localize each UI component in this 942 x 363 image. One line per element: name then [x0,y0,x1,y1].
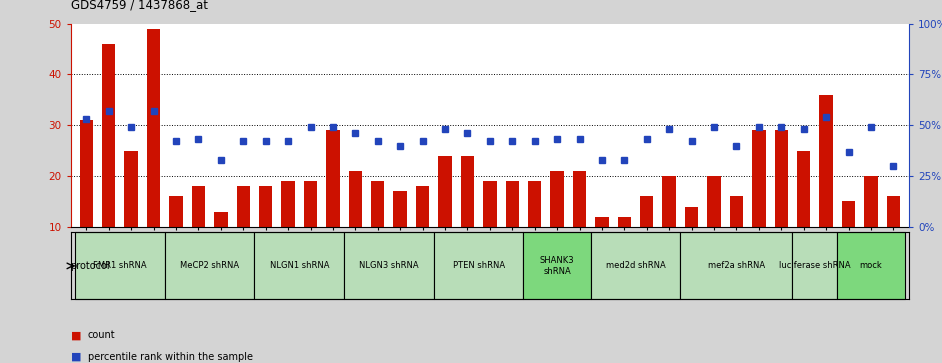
Bar [797,151,810,227]
Bar [837,232,904,299]
Bar [864,176,878,227]
Bar [434,232,524,299]
Text: ■: ■ [71,352,81,362]
Bar [344,232,434,299]
Bar [349,171,362,227]
Bar [326,130,340,227]
Bar [524,232,591,299]
Bar [774,130,788,227]
Text: PTEN shRNA: PTEN shRNA [452,261,505,270]
Text: MeCP2 shRNA: MeCP2 shRNA [180,261,239,270]
Text: mock: mock [859,261,883,270]
Bar [80,120,93,227]
Bar [438,156,452,227]
Bar [192,186,205,227]
Bar [254,232,344,299]
Bar [680,232,792,299]
Bar [415,186,430,227]
Text: count: count [88,330,115,340]
Bar [528,181,542,227]
Text: protocol: protocol [71,261,110,271]
Bar [236,186,250,227]
Bar [662,176,676,227]
Bar [371,181,384,227]
Bar [591,232,680,299]
Text: GDS4759 / 1437868_at: GDS4759 / 1437868_at [71,0,207,11]
Bar [595,217,609,227]
Bar [394,191,407,227]
Bar [461,156,474,227]
Bar [730,196,743,227]
Text: mef2a shRNA: mef2a shRNA [707,261,765,270]
Bar [792,232,837,299]
Bar [820,95,833,227]
Bar [282,181,295,227]
Text: FMR1 shRNA: FMR1 shRNA [93,261,147,270]
Bar [618,217,631,227]
Bar [75,232,165,299]
Bar [752,130,766,227]
Text: NLGN3 shRNA: NLGN3 shRNA [359,261,419,270]
Bar [640,196,654,227]
Bar [842,201,855,227]
Bar [124,151,138,227]
Text: SHANK3
shRNA: SHANK3 shRNA [540,256,575,276]
Bar [170,196,183,227]
Bar [147,29,160,227]
Bar [550,171,564,227]
Bar [483,181,496,227]
Bar [214,212,228,227]
Text: ■: ■ [71,330,81,340]
Text: percentile rank within the sample: percentile rank within the sample [88,352,252,362]
Bar [573,171,586,227]
Bar [165,232,254,299]
Bar [707,176,721,227]
Bar [685,207,698,227]
Text: luciferase shRNA: luciferase shRNA [779,261,851,270]
Bar [102,44,116,227]
Text: med2d shRNA: med2d shRNA [606,261,665,270]
Bar [886,196,900,227]
Bar [303,181,317,227]
Bar [259,186,272,227]
Bar [506,181,519,227]
Text: NLGN1 shRNA: NLGN1 shRNA [269,261,329,270]
